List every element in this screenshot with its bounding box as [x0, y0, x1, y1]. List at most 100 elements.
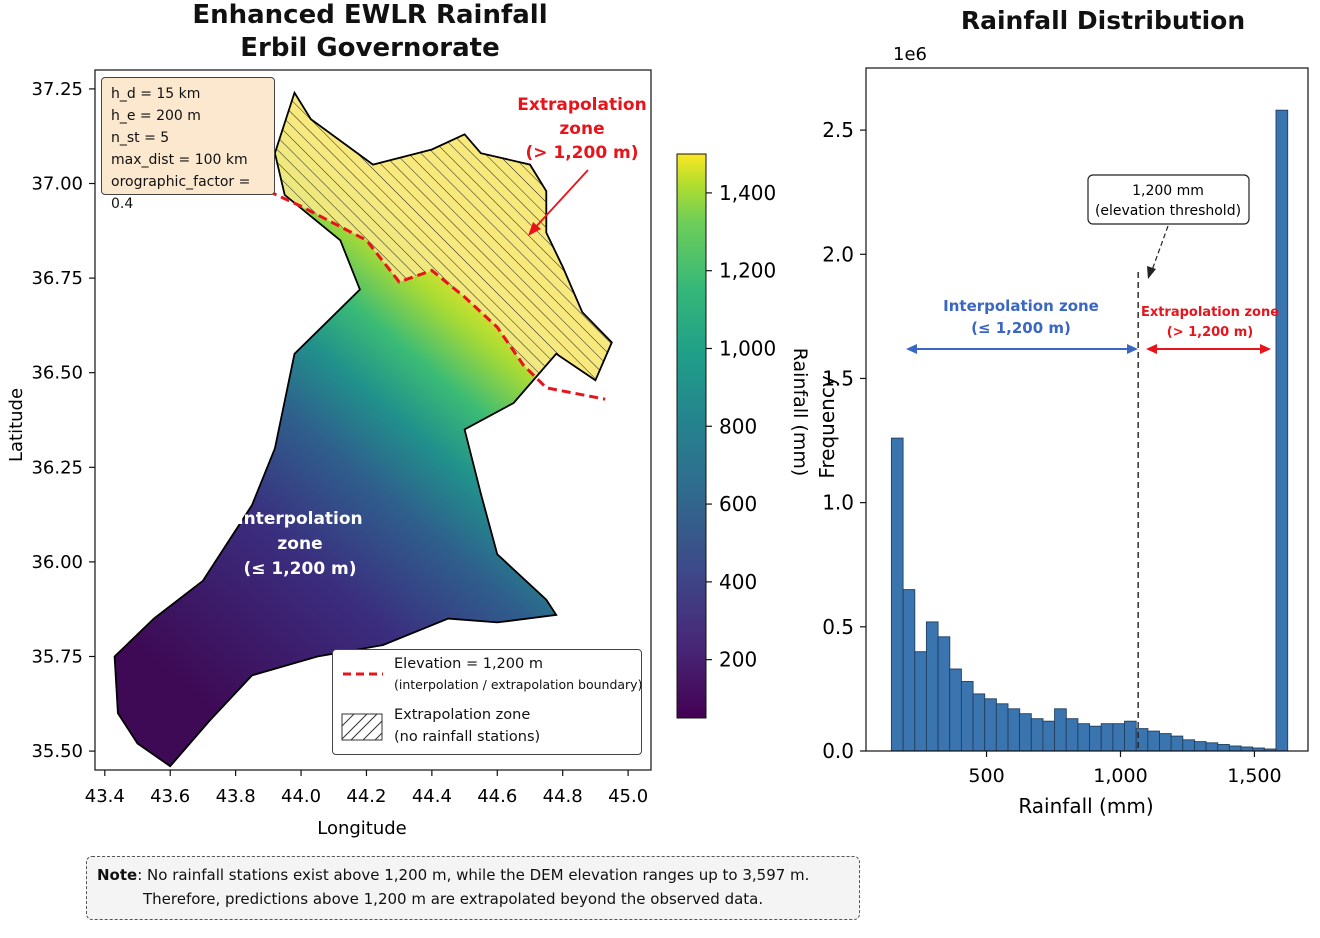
map-y-ticks: 35.50 35.75 36.00 36.25 36.50 36.75 37.00 37.25 [31, 79, 95, 762]
interpolation-label-line2: zone [277, 534, 322, 554]
hist-y-tick-label: 0.5 [822, 615, 854, 639]
map-x-tick-label: 43.6 [150, 786, 190, 807]
legend-item1-line1: Elevation = 1,200 m [394, 656, 543, 672]
hist-y-tick-label: 1.0 [822, 491, 854, 515]
hist-y-tick-label: 1.5 [822, 366, 854, 390]
legend-dashed-swatch [343, 672, 383, 676]
map-x-tick-label: 44.4 [412, 786, 452, 807]
histogram-bar [914, 651, 927, 752]
colorbar-label: Rainfall (mm) [789, 348, 811, 477]
hist-offset-label: 1e6 [893, 44, 927, 65]
legend-item1-line2: (interpolation / extrapolation boundary) [394, 677, 643, 692]
param-line: max_dist = 100 km [111, 152, 248, 168]
colorbar-tick-label: 600 [719, 492, 757, 516]
histogram-bar [1007, 708, 1021, 752]
extrapolation-pointer-arrow [532, 169, 589, 231]
colorbar-tick-label: 800 [719, 414, 757, 438]
note-line1-text: : No rainfall stations exist above 1,200… [137, 866, 810, 884]
map-title-line1: Enhanced EWLR Rainfall [192, 0, 548, 30]
interpolation-label-line3: (≤ 1,200 m) [243, 559, 356, 579]
map-y-tick-label: 36.50 [31, 363, 83, 384]
map-y-tick-label: 36.25 [31, 457, 83, 478]
map-title-line2: Erbil Governorate [240, 33, 500, 63]
histogram-bar [1065, 718, 1079, 752]
map-layer [113, 90, 613, 768]
histogram-bar [1275, 109, 1289, 752]
histogram-bar [949, 668, 962, 752]
colorbar-ticks: 200 400 600 800 1,000 1,200 1,400 [706, 181, 776, 672]
hist-extrap-label-line2: (> 1,200 m) [1167, 325, 1254, 340]
interpolation-label-line1: Interpolation [237, 509, 362, 529]
extrapolation-label-line3: (> 1,200 m) [525, 143, 638, 163]
param-line: n_st = 5 [111, 130, 170, 146]
histogram-bar [1147, 730, 1160, 752]
histogram-bar [972, 693, 986, 752]
colorbar-tick-label: 200 [719, 648, 757, 672]
hist-extrap-label-line1: Extrapolation zone [1141, 305, 1279, 320]
threshold-pointer [1150, 225, 1169, 274]
histogram-bar [1182, 739, 1195, 752]
map-x-tick-label: 45.0 [608, 786, 648, 807]
map-x-tick-label: 43.4 [85, 786, 125, 807]
param-line: orographic_factor = 0.4 [111, 174, 251, 212]
legend-item2-line2: (no rainfall stations) [394, 729, 541, 745]
map-y-tick-label: 36.75 [31, 268, 83, 289]
threshold-pointer-head [1147, 266, 1156, 279]
note-bold-label: Note [97, 866, 138, 884]
hist-y-axis-label: Frequency [815, 375, 839, 478]
map-x-axis-label: Longitude [317, 818, 407, 839]
map-x-tick-label: 44.8 [543, 786, 583, 807]
histogram-bar [937, 636, 951, 752]
map-y-tick-label: 37.25 [31, 79, 83, 100]
colorbar-tick-label: 400 [719, 570, 757, 594]
threshold-box-line2: (elevation threshold) [1095, 203, 1241, 219]
histogram-bar [1159, 733, 1172, 752]
extrapolation-label-line2: zone [559, 119, 604, 139]
histogram-bar [1124, 720, 1137, 752]
hist-x-tick-label: 1,500 [1227, 765, 1281, 787]
interp-arrowhead-left [906, 344, 917, 354]
histogram-bar [1100, 723, 1114, 752]
param-line: h_e = 200 m [111, 108, 201, 124]
histogram-bar [1030, 718, 1044, 752]
threshold-box-line1: 1,200 mm [1132, 183, 1204, 199]
map-x-tick-label: 44.6 [477, 786, 517, 807]
hist-y-tick-label: 2.5 [822, 118, 854, 142]
hist-x-tick-label: 1,000 [1093, 765, 1147, 787]
hist-x-ticks: 500 1,000 1,500 [968, 751, 1282, 787]
colorbar-tick-label: 1,000 [719, 336, 776, 360]
hist-interp-label-line2: (≤ 1,200 m) [971, 319, 1071, 337]
map-axes-frame [94, 69, 652, 771]
elevation-1200m-boundary [267, 189, 606, 401]
map-x-ticks: 43.4 43.6 43.8 44.0 44.2 44.4 44.6 44.8 45.0 [85, 770, 648, 807]
histogram-bar [1228, 745, 1242, 752]
hist-axes-frame [865, 67, 1309, 752]
interp-arrowhead-right [1127, 344, 1138, 354]
extrap-arrowhead-right [1260, 344, 1271, 354]
map-x-tick-label: 43.8 [216, 786, 256, 807]
legend-hatch-swatch [341, 713, 383, 741]
histogram-bar [1089, 725, 1102, 752]
histogram-bar [984, 698, 997, 752]
map-y-axis-label: Latitude [6, 388, 27, 462]
extrapolation-pointer-arrowhead [528, 222, 541, 236]
histogram-bar [1205, 742, 1219, 752]
histogram-bar [890, 437, 904, 752]
map-y-tick-label: 35.75 [31, 646, 83, 667]
param-line: h_d = 15 km [111, 86, 201, 102]
histogram-bar [995, 703, 1009, 752]
note-line2-text: Therefore, predictions above 1,200 m are… [143, 890, 764, 908]
extrapolation-label-line1: Extrapolation [517, 95, 646, 115]
histogram-bar [1112, 723, 1126, 752]
histogram-bar [1193, 741, 1207, 752]
hist-x-axis-label: Rainfall (mm) [1018, 794, 1153, 818]
hist-y-ticks: 0.0 0.5 1.0 1.5 2.0 2.5 [822, 118, 866, 763]
histogram-bar [925, 621, 939, 752]
map-y-tick-label: 37.00 [31, 174, 83, 195]
note-box: Note: No rainfall stations exist above 1… [86, 856, 860, 920]
map-x-tick-label: 44.2 [346, 786, 386, 807]
map-y-tick-label: 36.00 [31, 552, 83, 573]
hist-y-tick-label: 2.0 [822, 242, 854, 266]
histogram-bar [1077, 723, 1091, 752]
